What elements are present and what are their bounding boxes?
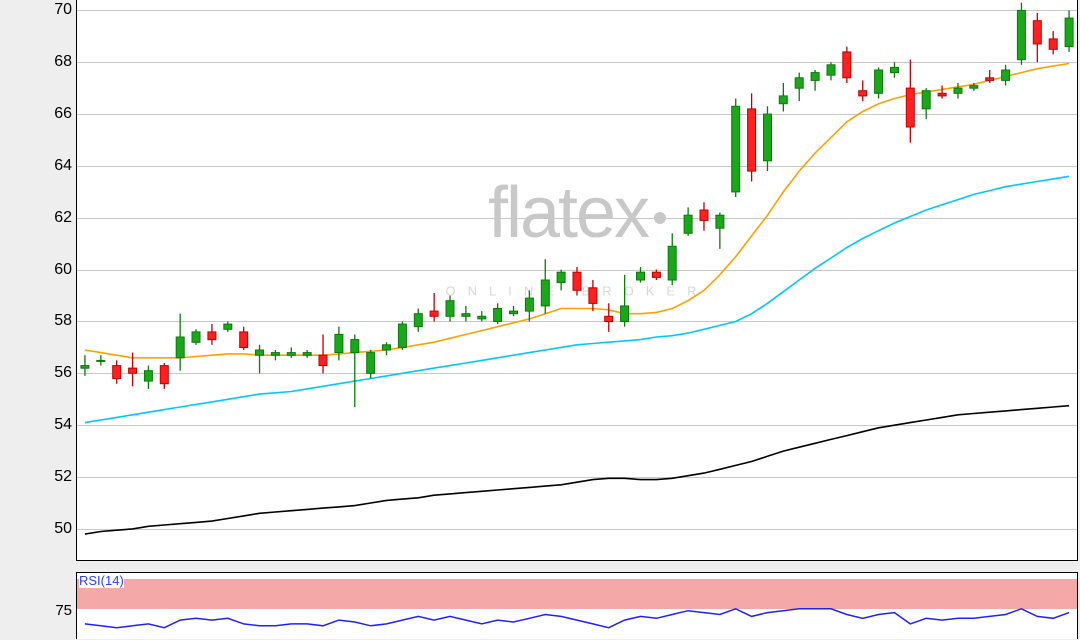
candle-body — [494, 309, 502, 322]
moving-average-line — [85, 406, 1069, 534]
candle-body — [1002, 70, 1010, 80]
candle-body — [875, 70, 883, 93]
candle-body — [208, 332, 216, 340]
candle-body — [176, 337, 184, 358]
rsi-line — [85, 609, 1069, 628]
candle-body — [303, 353, 311, 356]
candle-body — [732, 106, 740, 192]
candle-body — [938, 93, 946, 96]
candle-body — [430, 311, 438, 316]
candle-body — [859, 91, 867, 96]
candle-body — [383, 345, 391, 350]
candle-body — [129, 368, 137, 373]
candle-body — [779, 96, 787, 104]
candle-body — [811, 73, 819, 81]
candle-body — [398, 324, 406, 347]
rsi-panel[interactable]: RSI(14) — [76, 572, 1078, 639]
price-chart-panel[interactable]: flatex ONLINE BROKER — [76, 0, 1078, 561]
candle-body — [224, 324, 232, 329]
candle-body — [922, 91, 930, 109]
candle-body — [684, 215, 692, 233]
candle-body — [621, 306, 629, 322]
price-y-tick-label: 66 — [12, 106, 72, 122]
candle-body — [271, 353, 279, 356]
price-y-tick-label: 50 — [12, 521, 72, 537]
candle-body — [367, 353, 375, 374]
candle-body — [510, 311, 518, 314]
candle-body — [81, 366, 89, 369]
candle-body — [700, 210, 708, 220]
candle-body — [557, 272, 565, 282]
rsi-line-svg — [77, 573, 1077, 639]
price-y-tick-label: 52 — [12, 469, 72, 485]
candle-body — [462, 314, 470, 317]
candle-body — [351, 340, 359, 353]
candle-body — [748, 109, 756, 171]
chart-container: { "price": { "type": "candlestick", "yli… — [0, 0, 1080, 640]
price-y-tick-label: 56 — [12, 365, 72, 381]
price-y-tick-label: 58 — [12, 313, 72, 329]
candle-body — [827, 65, 835, 75]
candle-body — [335, 334, 343, 352]
price-y-tick-label: 62 — [12, 210, 72, 226]
candle-body — [478, 316, 486, 319]
candle-body — [1065, 18, 1073, 46]
candle-body — [906, 88, 914, 127]
candle-body — [764, 114, 772, 161]
price-y-tick-label: 70 — [12, 2, 72, 18]
candle-body — [1049, 39, 1057, 49]
rsi-y-tick-label: 75 — [12, 602, 72, 619]
candle-body — [240, 332, 248, 348]
candle-body — [1017, 10, 1025, 59]
price-y-tick-label: 60 — [12, 262, 72, 278]
candle-body — [541, 280, 549, 306]
candle-body — [573, 272, 581, 290]
candle-body — [843, 52, 851, 78]
candle-body — [986, 78, 994, 81]
candle-body — [144, 371, 152, 381]
price-y-tick-label: 64 — [12, 158, 72, 174]
candle-body — [192, 332, 200, 342]
candle-body — [319, 355, 327, 365]
candle-body — [1033, 21, 1041, 44]
moving-average-line — [85, 64, 1069, 358]
candle-body — [525, 298, 533, 311]
candle-body — [97, 360, 105, 361]
candle-body — [605, 316, 613, 321]
candle-body — [446, 301, 454, 317]
candle-body — [970, 86, 978, 89]
candle-body — [652, 272, 660, 277]
candle-body — [589, 288, 597, 304]
candle-body — [113, 366, 121, 379]
candle-body — [414, 314, 422, 327]
candle-body — [954, 88, 962, 93]
candle-body — [891, 67, 899, 72]
price-chart-svg — [77, 0, 1077, 560]
candle-body — [716, 215, 724, 228]
candle-body — [256, 350, 264, 355]
candle-body — [668, 246, 676, 280]
moving-average-line — [85, 176, 1069, 422]
price-y-tick-label: 68 — [12, 54, 72, 70]
candle-body — [160, 366, 168, 384]
candle-body — [795, 78, 803, 88]
price-y-tick-label: 54 — [12, 417, 72, 433]
candle-body — [637, 272, 645, 280]
candle-body — [287, 353, 295, 356]
